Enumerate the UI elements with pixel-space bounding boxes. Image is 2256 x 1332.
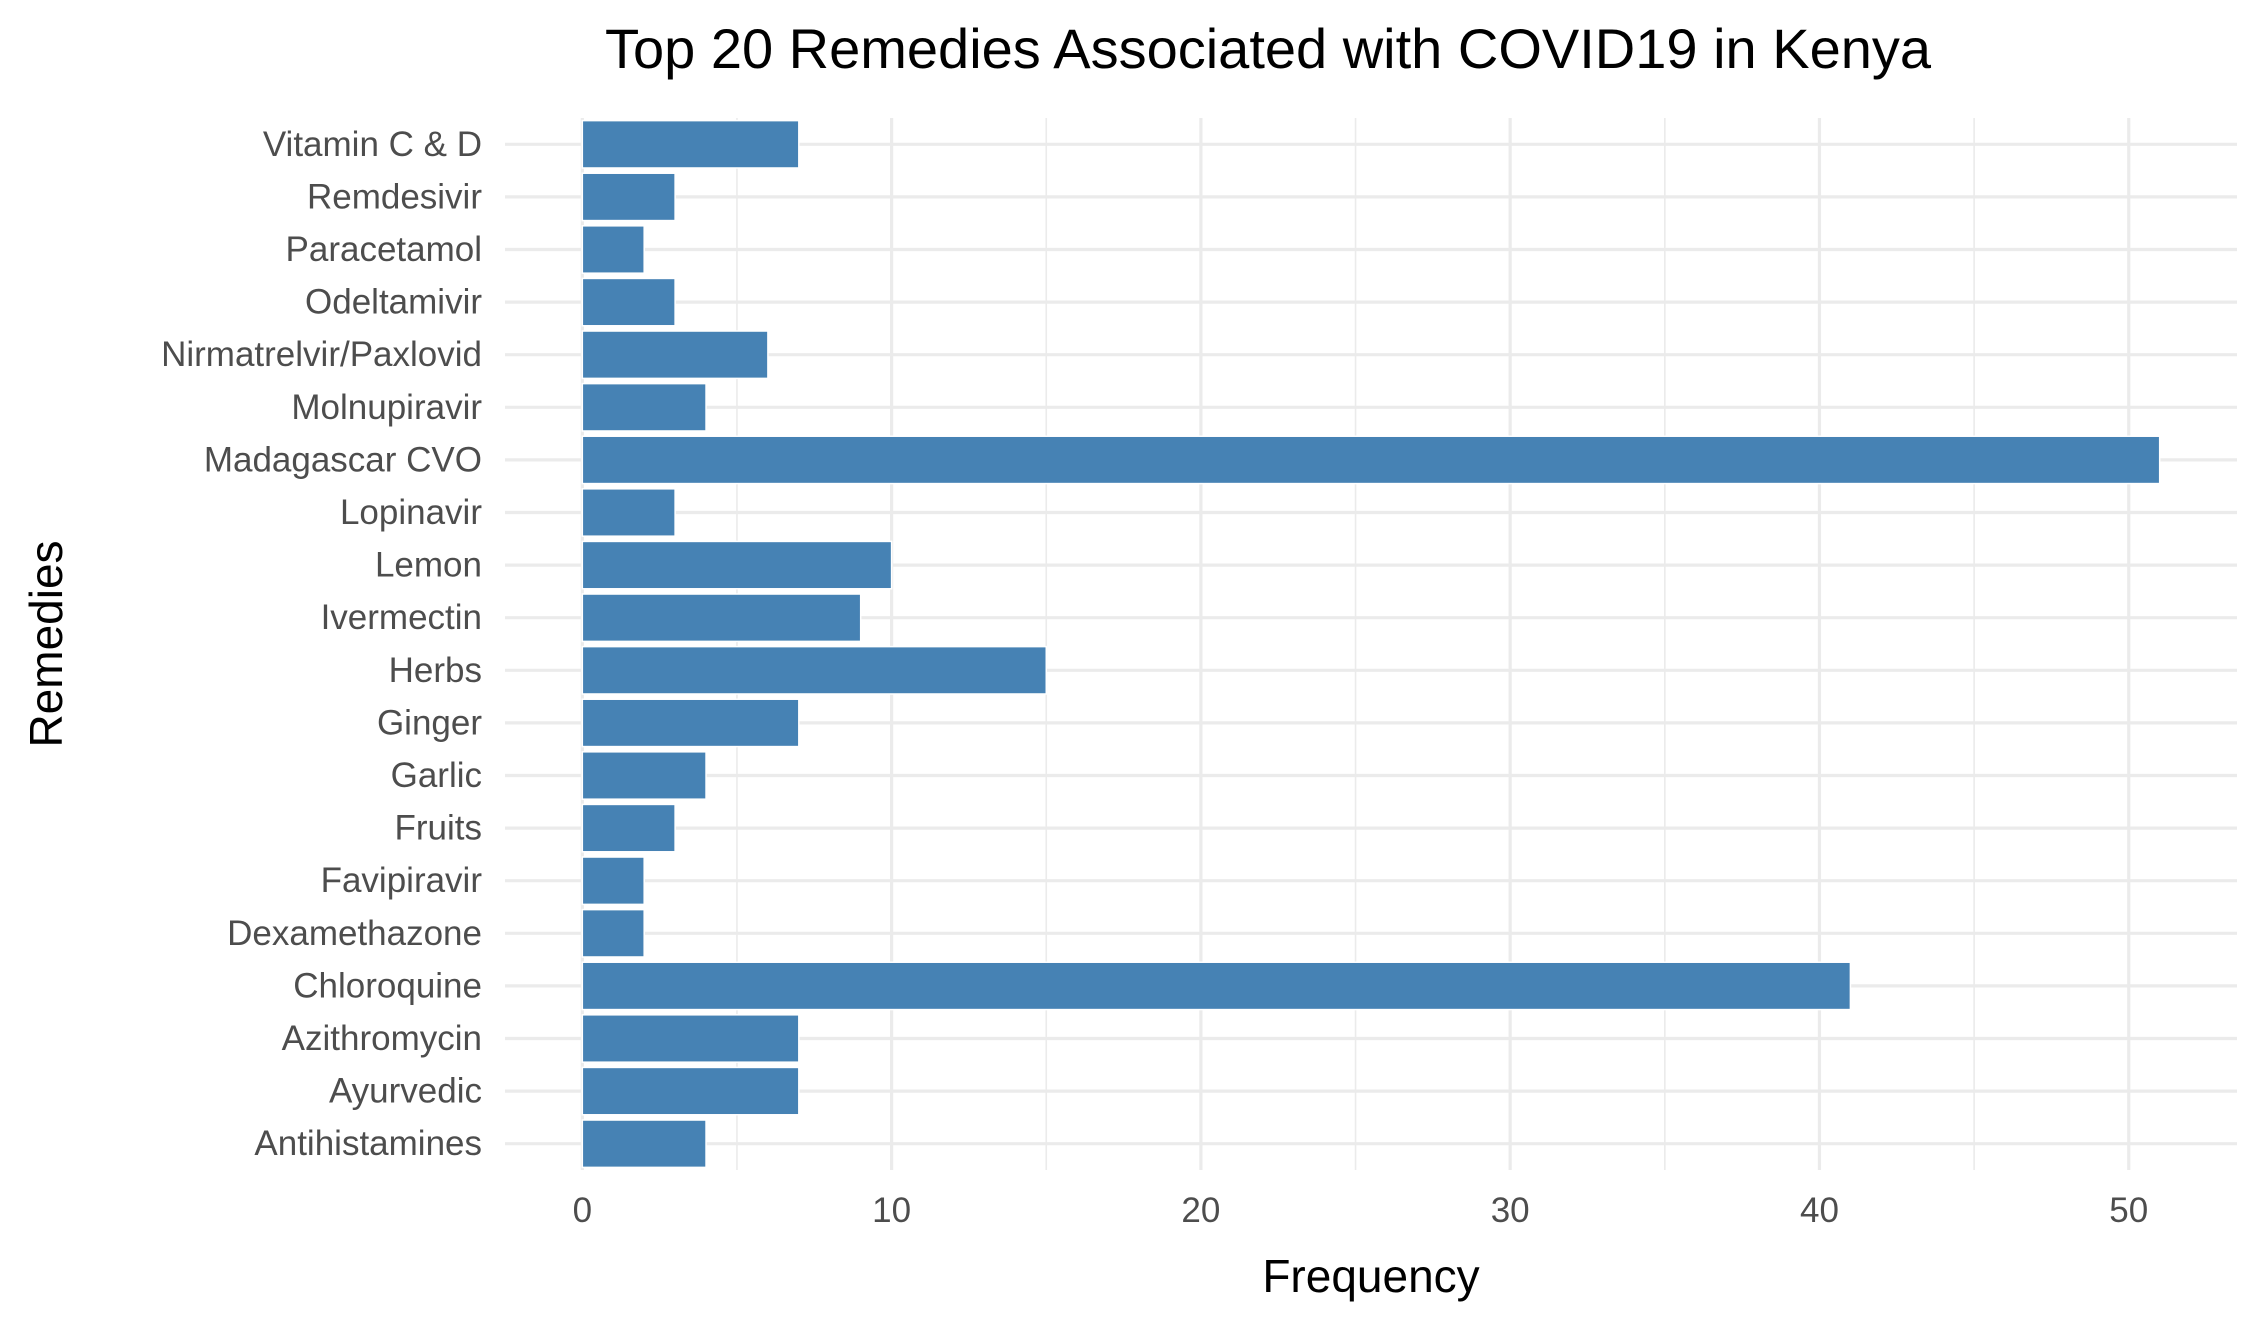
bar [581,1014,800,1063]
bar [581,330,769,380]
bar [581,803,676,853]
x-tick-labels: 0 10 20 30 40 50 [573,1191,2149,1230]
y-tick-label: Odeltamivir [305,283,482,322]
y-tick-label: Fruits [395,809,483,848]
y-tick-label: Paracetamol [286,230,482,269]
chart-title: Top 20 Remedies Associated with COVID19 … [605,17,1932,80]
bar [581,435,2161,485]
bar [581,908,645,958]
x-tick-label: 20 [1181,1191,1220,1230]
bar [581,1066,800,1116]
y-tick-label: Ginger [377,703,482,742]
y-tick-label: Antihistamines [254,1124,482,1163]
y-tick-labels: Antihistamines Ayurvedic Azithromycin Chlor… [161,125,482,1163]
bar [581,488,676,537]
bar [581,645,1047,695]
bar [581,751,707,800]
bar [581,277,676,327]
y-tick-label: Chloroquine [293,966,482,1005]
bar [581,856,645,906]
bar [581,382,707,432]
x-tick-label: 10 [872,1191,911,1230]
y-tick-label: Vitamin C & D [263,125,482,164]
bar [581,172,676,222]
y-tick-label: Favipiravir [321,861,483,900]
x-axis-title: Frequency [1262,1250,1479,1302]
y-tick-label: Ivermectin [321,598,482,637]
y-tick-label: Azithromycin [282,1019,482,1058]
grid [505,118,2237,1170]
y-tick-label: Nirmatrelvir/Paxlovid [161,335,482,374]
x-tick-label: 40 [1800,1191,1839,1230]
bar [581,593,862,643]
bar [581,119,800,169]
y-tick-label: Remdesivir [307,177,482,216]
x-tick-label: 0 [573,1191,592,1230]
bar [581,225,645,274]
x-tick-label: 30 [1491,1191,1530,1230]
y-tick-label: Molnupiravir [291,388,482,427]
bar [581,961,1852,1011]
bar [581,1119,707,1169]
y-tick-label: Garlic [391,756,482,795]
y-tick-label: Madagascar CVO [204,440,482,479]
bar [581,698,800,748]
y-tick-label: Herbs [389,651,482,690]
y-tick-label: Ayurvedic [329,1072,482,1111]
x-tick-label: 50 [2109,1191,2148,1230]
y-tick-label: Lemon [375,546,482,585]
y-axis-title: Remedies [20,540,72,747]
bars [581,119,2161,1169]
bar [581,540,893,590]
y-tick-label: Lopinavir [340,493,482,532]
y-tick-label: Dexamethazone [227,914,482,953]
